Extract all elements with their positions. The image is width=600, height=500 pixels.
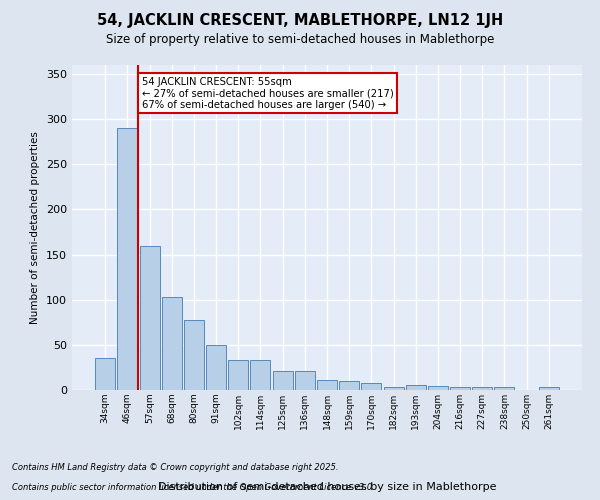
X-axis label: Distribution of semi-detached houses by size in Mablethorpe: Distribution of semi-detached houses by … — [158, 482, 496, 492]
Bar — [206, 345, 226, 390]
Text: Contains HM Land Registry data © Crown copyright and database right 2025.: Contains HM Land Registry data © Crown c… — [12, 464, 338, 472]
Bar — [272, 371, 293, 390]
Bar — [250, 360, 271, 390]
Bar — [383, 388, 404, 390]
Bar — [162, 297, 182, 390]
Bar — [339, 381, 359, 390]
Bar — [361, 383, 382, 390]
Bar — [95, 358, 115, 390]
Bar — [494, 388, 514, 390]
Y-axis label: Number of semi-detached properties: Number of semi-detached properties — [31, 131, 40, 324]
Bar — [317, 380, 337, 390]
Text: Size of property relative to semi-detached houses in Mablethorpe: Size of property relative to semi-detach… — [106, 32, 494, 46]
Bar — [428, 386, 448, 390]
Text: 54 JACKLIN CRESCENT: 55sqm
← 27% of semi-detached houses are smaller (217)
67% o: 54 JACKLIN CRESCENT: 55sqm ← 27% of semi… — [142, 76, 394, 110]
Bar — [539, 388, 559, 390]
Bar — [228, 360, 248, 390]
Bar — [406, 386, 426, 390]
Bar — [450, 388, 470, 390]
Bar — [140, 246, 160, 390]
Bar — [295, 371, 315, 390]
Bar — [118, 128, 137, 390]
Text: Contains public sector information licensed under the Open Government Licence v3: Contains public sector information licen… — [12, 484, 375, 492]
Bar — [472, 388, 492, 390]
Text: 54, JACKLIN CRESCENT, MABLETHORPE, LN12 1JH: 54, JACKLIN CRESCENT, MABLETHORPE, LN12 … — [97, 12, 503, 28]
Bar — [184, 320, 204, 390]
